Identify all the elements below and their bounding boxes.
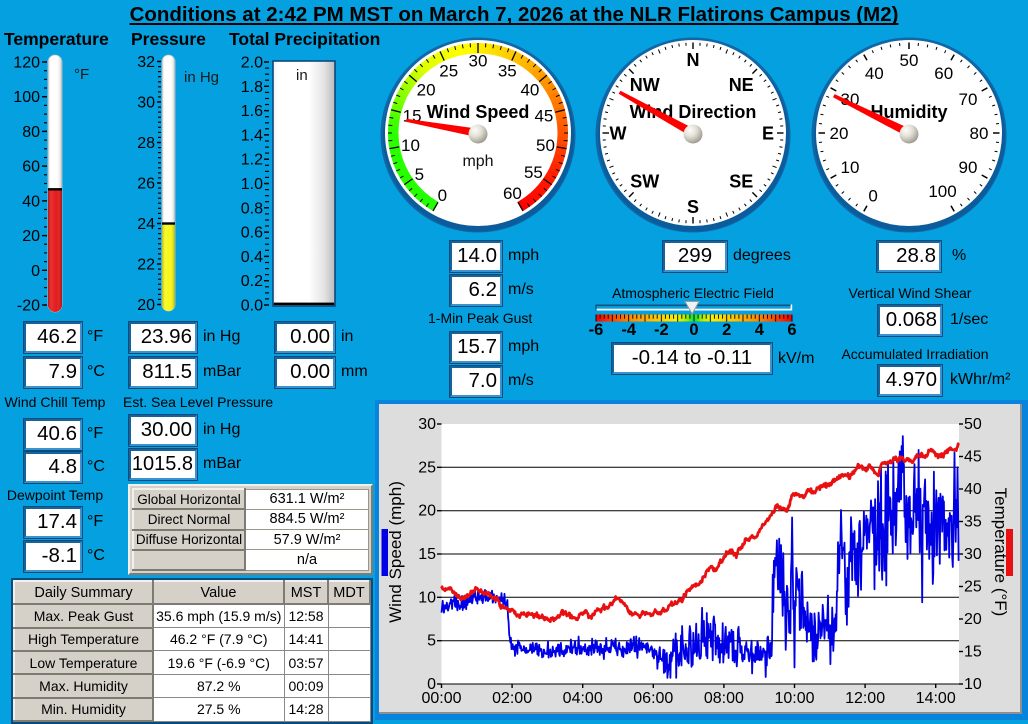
svg-text:10: 10 — [418, 589, 436, 606]
svg-text:12:00: 12:00 — [845, 690, 885, 707]
svg-text:06:00: 06:00 — [633, 690, 673, 707]
svg-text:30: 30 — [964, 546, 982, 563]
svg-text:30: 30 — [418, 416, 436, 433]
svg-text:5: 5 — [427, 633, 436, 650]
svg-text:00:00: 00:00 — [421, 690, 461, 707]
svg-text:15: 15 — [964, 644, 982, 661]
svg-text:45: 45 — [964, 449, 982, 466]
svg-text:25: 25 — [418, 459, 436, 476]
svg-text:04:00: 04:00 — [563, 690, 603, 707]
svg-text:Temperature (°F): Temperature (°F) — [991, 488, 1010, 617]
svg-text:10:00: 10:00 — [774, 690, 814, 707]
svg-text:20: 20 — [964, 611, 982, 628]
svg-text:15: 15 — [418, 546, 436, 563]
svg-text:40: 40 — [964, 481, 982, 498]
svg-text:14:00: 14:00 — [916, 690, 956, 707]
svg-text:20: 20 — [418, 503, 436, 520]
svg-text:25: 25 — [964, 579, 982, 596]
svg-text:08:00: 08:00 — [704, 690, 744, 707]
svg-text:02:00: 02:00 — [492, 690, 532, 707]
svg-text:10: 10 — [964, 676, 982, 693]
svg-text:Wind Speed (mph): Wind Speed (mph) — [386, 481, 405, 623]
svg-text:50: 50 — [964, 416, 982, 433]
svg-text:35: 35 — [964, 514, 982, 531]
